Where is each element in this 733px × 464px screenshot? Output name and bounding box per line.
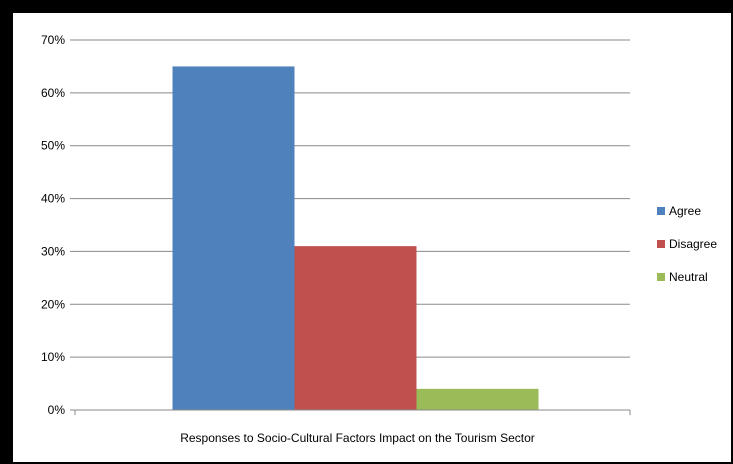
legend-label-neutral: Neutral — [669, 270, 708, 284]
y-tick-label: 20% — [41, 297, 65, 311]
bars — [173, 66, 539, 410]
bar-agree — [173, 66, 295, 410]
y-tick-label: 60% — [41, 86, 65, 100]
legend-swatch-agree — [657, 207, 665, 215]
bar-disagree — [295, 246, 417, 410]
x-axis-ticks — [75, 410, 630, 415]
legend-swatch-disagree — [657, 240, 665, 248]
legend-label-agree: Agree — [669, 204, 701, 218]
y-axis-tick-labels: 0% 10% 20% 30% 40% 50% 60% 70% — [41, 33, 65, 417]
bar-neutral — [417, 389, 539, 410]
x-axis-label: Responses to Socio-Cultural Factors Impa… — [180, 431, 535, 445]
y-tick-label: 30% — [41, 244, 65, 258]
y-tick-label: 10% — [41, 350, 65, 364]
y-tick-label: 40% — [41, 192, 65, 206]
legend-swatch-neutral — [657, 273, 665, 281]
y-tick-label: 50% — [41, 139, 65, 153]
y-tick-label: 70% — [41, 33, 65, 47]
legend-label-disagree: Disagree — [669, 237, 717, 251]
legend: Agree Disagree Neutral — [657, 204, 717, 284]
y-tick-label: 0% — [48, 403, 66, 417]
